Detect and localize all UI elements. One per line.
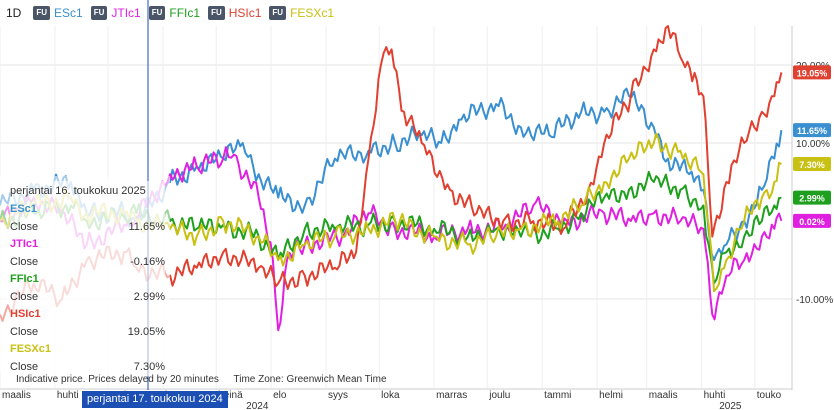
readout-date: perjantai 16. toukokuu 2025 [10,185,146,197]
legend-item-ffic1[interactable]: FU FFIc1 [148,6,201,20]
year-label: 2025 [719,401,742,410]
close-value: 11.65% [128,221,166,233]
x-tick-label: huhti [57,390,79,401]
delay-notice: Indicative price. Prices delayed by 20 m… [16,374,219,385]
end-label-text: 11.65% [797,126,827,136]
legend-symbol: ESc1 [54,6,83,20]
readout-row: Close 19.05% [10,323,165,341]
futures-badge: FU [208,6,225,20]
close-label: Close [10,256,39,268]
end-label-text: 0.02% [799,217,825,227]
end-label-text: 7.30% [799,160,825,170]
end-label-box [793,123,831,138]
x-tick-label: tammi [544,390,571,401]
x-tick-label: syys [328,390,348,401]
legend-item-jtic1[interactable]: FU JTIc1 [90,6,141,20]
end-label-box [793,213,831,228]
readout-symbol: FFIc1 [10,273,39,285]
futures-badge: FU [269,6,287,20]
readout-row: Close -0.16% [10,253,165,271]
close-label: Close [10,221,39,233]
readout-row: Close 7.30% [10,358,165,376]
legend-item-hsic1[interactable]: FU HSIc1 [208,6,261,20]
close-label: Close [10,326,39,338]
end-label-text: 2.99% [799,194,825,204]
close-value: 19.05% [127,326,165,338]
x-tick-label: heinä [218,390,243,401]
timezone-notice: Time Zone: Greenwich Mean Time [233,374,387,385]
year-label: 2024 [246,401,269,410]
close-label: Close [10,361,39,373]
legend-symbol: HSIc1 [228,6,262,20]
x-tick-label: touko [757,390,782,401]
close-value: -0.16% [130,256,165,268]
legend-bar: 1D FU ESc1 FU JTIc1 FU FFIc1 FU HSIc1 FU… [0,0,342,26]
x-tick-label: loka [381,390,400,401]
legend-item-fesxc1[interactable]: FU FESXc1 [269,6,334,20]
readout-symbol: JTIc1 [10,238,39,250]
legend-symbol: FESXc1 [290,6,335,20]
y-tick-label: 10.00% [796,139,830,150]
x-tick-label: maalis [2,390,31,401]
close-value: 7.30% [133,361,165,373]
x-tick-label: elo [273,390,287,401]
end-labels: 19.05% 11.65% 7.30% 2.99% 0.02% [793,65,831,228]
chart-footnote: Indicative price. Prices delayed by 20 m… [16,374,399,385]
readout-row: Close 2.99% [10,288,165,306]
y-axis: 20.00%10.00%-10.00% [796,61,833,306]
close-value: 2.99% [133,291,165,303]
end-label-box [793,65,831,80]
close-label: Close [10,291,39,303]
end-label-text: 19.05% [797,68,828,78]
end-label-box [793,157,831,172]
data-readout: perjantai 16. toukokuu 2025 ESc1 Close 1… [10,181,165,376]
y-tick-label: -10.00% [796,295,833,306]
readout-symbol: ESc1 [10,203,37,215]
legend-item-esc1[interactable]: FU ESc1 [33,6,83,20]
legend-symbol: JTIc1 [111,6,141,20]
x-tick-label: huhti [704,390,726,401]
end-label-box [793,190,831,205]
x-tick-label: marras [436,390,467,401]
crosshair-date-label: perjantai 17. toukokuu 2024 [82,391,228,408]
readout-symbol: FESXc1 [10,343,51,355]
readout-row: Close 11.65% [10,218,165,236]
legend-symbol: FFIc1 [169,6,201,20]
futures-badge: FU [148,6,166,20]
x-tick-label: maalis [649,390,678,401]
futures-badge: FU [33,6,51,20]
futures-badge: FU [90,6,108,20]
readout-symbol: HSIc1 [10,308,41,320]
interval-label[interactable]: 1D [6,6,22,20]
x-tick-label: joulu [488,390,510,401]
x-tick-label: helmi [599,390,623,401]
